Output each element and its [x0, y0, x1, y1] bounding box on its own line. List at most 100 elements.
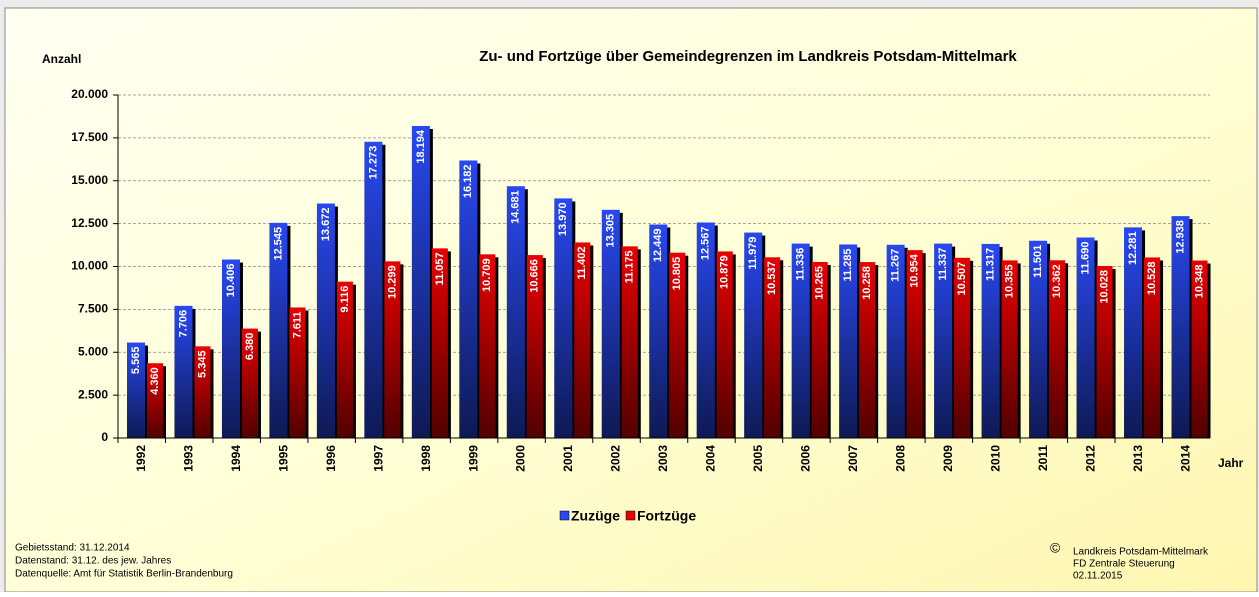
x-tick-label: 1998: [419, 445, 433, 472]
bar-shade: [1001, 260, 1018, 438]
value-label: 11.979: [747, 237, 759, 270]
value-label: 10.299: [386, 265, 398, 299]
x-tick-label: 2001: [561, 445, 575, 472]
copyright-symbol: ©: [1050, 540, 1061, 556]
bar-shade: [459, 160, 478, 438]
bar-shade: [954, 257, 971, 438]
bar-shade: [1029, 240, 1048, 438]
x-tick-label: 1993: [181, 445, 195, 472]
value-label: 7.611: [291, 311, 303, 338]
x-tick-label: 1996: [324, 445, 338, 472]
note: Gebietsstand: 31.12.2014: [15, 543, 130, 554]
value-label: 11.501: [1032, 245, 1044, 278]
value-label: 10.348: [1193, 265, 1205, 299]
value-label: 12.567: [700, 226, 712, 260]
value-label: 12.938: [1174, 220, 1186, 254]
value-label: 14.681: [510, 190, 522, 224]
bar-shade: [906, 250, 923, 438]
bar-shade: [336, 281, 353, 438]
bar-shade: [506, 186, 525, 438]
value-label: 12.545: [272, 227, 284, 261]
bar-shade: [859, 262, 876, 438]
x-tick-label: 1992: [134, 445, 148, 472]
x-tick-label: 2009: [941, 445, 955, 472]
bar-shade: [669, 252, 686, 438]
x-tick-label: 2004: [704, 445, 718, 472]
bar-shade: [1096, 266, 1113, 438]
legend-label: Fortzüge: [637, 508, 696, 524]
x-tick-label: 2000: [514, 445, 528, 472]
x-tick-label: 1999: [466, 445, 480, 472]
value-label: 11.402: [576, 246, 588, 279]
bar-shade: [716, 251, 733, 438]
value-label: 10.537: [766, 261, 778, 295]
value-label: 12.449: [652, 228, 664, 262]
y-tick-label: 20.000: [71, 87, 108, 101]
bar-shade: [431, 248, 448, 438]
value-label: 10.879: [719, 255, 731, 289]
legend-swatch: [625, 510, 636, 521]
bar-shade: [127, 342, 145, 438]
x-tick-label: 2013: [1131, 445, 1145, 472]
note: Datenstand: 31.12. des jew. Jahres: [15, 556, 171, 567]
bar-shade: [839, 244, 858, 438]
legend-swatch: [559, 510, 570, 521]
x-tick-label: 2010: [989, 445, 1003, 472]
value-label: 11.317: [985, 248, 997, 281]
legend-label: Zuzüge: [571, 508, 620, 524]
y-tick-label: 0: [101, 430, 108, 444]
x-tick-label: 2006: [799, 445, 813, 472]
x-tick-label: 2005: [751, 445, 765, 472]
x-tick-label: 2008: [894, 445, 908, 472]
y-tick-label: 5.000: [78, 344, 108, 358]
value-label: 10.805: [671, 257, 683, 291]
bar-shade: [744, 232, 763, 438]
bar-shade: [174, 305, 193, 438]
y-tick-label: 17.500: [71, 130, 108, 144]
bar-shade: [791, 243, 810, 438]
bar-shade: [601, 209, 620, 438]
value-label: 11.057: [434, 252, 446, 285]
note: Datenquelle: Amt für Statistik Berlin-Br…: [15, 569, 233, 580]
bar-shade: [221, 259, 240, 438]
x-tick-label: 2002: [609, 445, 623, 472]
value-label: 11.337: [937, 248, 949, 281]
bar-shade: [479, 254, 496, 438]
x-tick-label: 2012: [1083, 445, 1097, 472]
y-tick-label: 12.500: [71, 216, 108, 230]
y-tick-label: 15.000: [71, 173, 108, 187]
value-label: 17.273: [367, 146, 379, 180]
value-label: 9.116: [339, 286, 351, 313]
value-label: 11.690: [1079, 242, 1091, 275]
value-label: 10.528: [1146, 261, 1158, 295]
x-tick-label: 2014: [1178, 445, 1192, 472]
bar-shade: [1191, 260, 1208, 438]
bar-shade: [1144, 257, 1161, 438]
chart-title: Zu- und Fortzüge über Gemeindegrenzen im…: [479, 48, 1017, 65]
value-label: 13.672: [320, 208, 332, 242]
value-label: 12.281: [1127, 231, 1139, 265]
value-label: 10.709: [481, 258, 493, 292]
value-label: 10.258: [861, 266, 873, 300]
value-label: 6.380: [244, 333, 256, 361]
bar-shade: [934, 243, 953, 438]
bar-shade: [316, 203, 335, 438]
value-label: 4.360: [149, 367, 161, 395]
bar-shade: [1049, 260, 1066, 438]
bar-shade: [811, 261, 828, 438]
value-label: 10.355: [1004, 264, 1016, 298]
bar-shade: [1124, 227, 1143, 438]
value-label: 10.265: [814, 266, 826, 300]
bar-shade: [411, 125, 430, 438]
x-tick-label: 1997: [371, 445, 385, 472]
y-tick-label: 10.000: [71, 259, 108, 273]
value-label: 10.362: [1051, 264, 1063, 298]
x-tick-label: 2007: [846, 445, 860, 472]
value-label: 11.336: [795, 248, 807, 281]
x-tick-label: 2003: [656, 445, 670, 472]
bar-shade: [764, 257, 781, 438]
value-label: 13.970: [557, 202, 569, 236]
value-label: 11.285: [842, 248, 854, 281]
